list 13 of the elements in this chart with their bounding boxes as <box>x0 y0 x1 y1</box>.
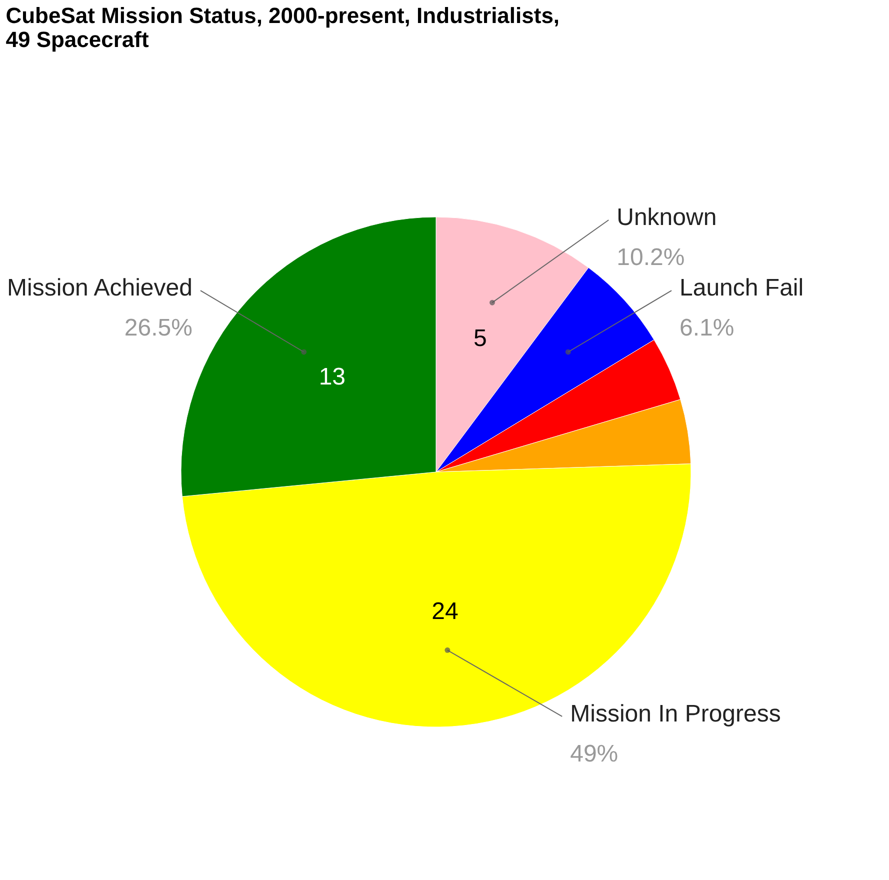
text: 10.2% <box>616 244 685 271</box>
slice-label: Mission Achieved <box>7 274 192 302</box>
text: 26.5% <box>124 314 192 342</box>
data-label: 24 <box>432 598 458 625</box>
slice-label: Mission In Progress <box>570 700 781 728</box>
slice-label: Unknown <box>616 204 717 231</box>
data-label: 5 <box>474 324 487 352</box>
text: 6.1% <box>680 314 734 342</box>
data-label: 13 <box>318 364 346 391</box>
slice-label: Launch Fail <box>680 274 804 302</box>
text: 49% <box>570 740 618 768</box>
text: 49 Spacecraft <box>6 27 149 52</box>
text: CubeSat Mission Status, 2000-present, Industrialists, <box>6 3 560 28</box>
